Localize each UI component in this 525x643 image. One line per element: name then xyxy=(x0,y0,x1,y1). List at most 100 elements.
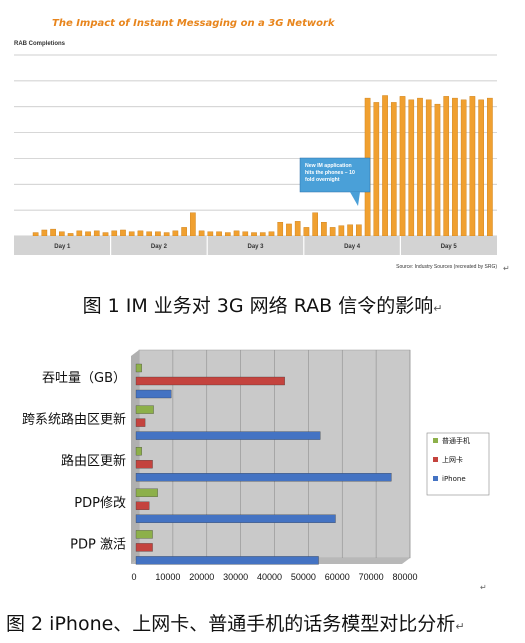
return-mark: ↵ xyxy=(503,264,510,273)
rab-chart-title: The Impact of Instant Messaging on a 3G … xyxy=(52,18,336,29)
rab-bar xyxy=(172,230,179,237)
x-tick-label: 60000 xyxy=(325,572,350,582)
rab-bar xyxy=(233,230,240,237)
rab-ylabel: RAB Completions xyxy=(14,41,66,47)
category-label: PDP修改 xyxy=(74,496,126,511)
rab-bar xyxy=(478,99,484,237)
bar-普通手机 xyxy=(135,405,154,414)
day-label: Day 4 xyxy=(344,244,361,250)
rab-bar xyxy=(294,221,301,237)
x-tick-label: 10000 xyxy=(155,572,180,582)
rab-bar xyxy=(76,230,83,237)
figure1-caption-text: 图 1 IM 业务对 3G 网络 RAB 信令的影响 xyxy=(82,295,434,317)
figure2-caption: 图 2 iPhone、上网卡、普通手机的话务模型对比分析↵ xyxy=(6,609,525,636)
rab-bar xyxy=(452,97,458,237)
rab-bar xyxy=(460,99,467,237)
x-tick-label: 40000 xyxy=(257,572,282,582)
rab-bar xyxy=(259,232,266,237)
rab-bar xyxy=(408,99,415,237)
rab-bar xyxy=(399,96,406,237)
rab-source: Source: Industry Sources (recreated by S… xyxy=(396,264,497,270)
bar-iPhone xyxy=(135,473,392,482)
rab-bar xyxy=(277,222,284,237)
category-label: 跨系统路由区更新 xyxy=(22,412,126,428)
x-tick-label: 80000 xyxy=(392,572,417,582)
rab-bar xyxy=(382,95,388,237)
bar-iPhone xyxy=(135,389,172,399)
rab-bar xyxy=(303,227,310,237)
legend-box xyxy=(426,432,490,496)
bar-普通手机 xyxy=(135,530,153,539)
rab-bar xyxy=(356,224,362,237)
rab-bar xyxy=(32,232,39,237)
legend-label: 上网卡 xyxy=(442,455,463,464)
rab-bar xyxy=(41,229,48,237)
rab-bar xyxy=(102,232,109,237)
bar-上网卡 xyxy=(135,460,153,469)
rab-bar xyxy=(251,232,257,237)
day-label: Day 2 xyxy=(151,244,168,250)
bar-普通手机 xyxy=(135,447,142,456)
x-tick-label: 0 xyxy=(131,572,136,582)
day-label: Day 1 xyxy=(54,244,71,250)
x-tick-label: 20000 xyxy=(189,572,214,582)
rab-bar xyxy=(163,232,170,237)
rab-bar xyxy=(111,230,118,237)
return-mark: ↵ xyxy=(480,583,487,592)
day-axis-band xyxy=(14,236,497,255)
rab-bar xyxy=(207,231,214,237)
rab-bar xyxy=(434,103,441,237)
rab-bar xyxy=(312,212,318,237)
rab-bar xyxy=(198,230,205,237)
im-annotation: New IM application hits the phones – 10 fo… xyxy=(299,157,371,206)
category-label: 吞吐量（GB） xyxy=(42,371,126,386)
rab-bar xyxy=(443,96,450,237)
rab-bar xyxy=(487,97,493,237)
legend-label: iPhone xyxy=(442,475,466,483)
figure2-caption-text: 图 2 iPhone、上网卡、普通手机的话务模型对比分析 xyxy=(6,613,456,635)
bar-iPhone xyxy=(135,556,319,565)
return-mark: ↵ xyxy=(433,302,443,315)
figure1-caption: 图 1 IM 业务对 3G 网络 RAB 信令的影响↵ xyxy=(0,291,525,318)
x-tick-label: 70000 xyxy=(359,572,384,582)
rab-bar xyxy=(224,232,231,237)
x-tick-label: 30000 xyxy=(223,572,248,582)
x-tick-label: 50000 xyxy=(291,572,316,582)
annotation-text: New IM application hits the phones – 10 fo… xyxy=(305,163,355,183)
day-label: Day 5 xyxy=(441,244,458,250)
plot-side-wall xyxy=(131,350,139,564)
legend-swatch xyxy=(433,457,438,462)
rab-bar xyxy=(120,229,126,237)
rab-bar xyxy=(85,231,91,237)
rab-bar xyxy=(128,231,135,237)
rab-bar xyxy=(268,231,275,237)
rab-bar xyxy=(425,99,432,237)
return-mark: ↵ xyxy=(455,620,465,633)
rab-bar xyxy=(373,102,380,237)
rab-bar xyxy=(347,224,353,237)
rab-bar xyxy=(155,231,161,237)
rab-bar xyxy=(216,231,222,237)
rab-bar xyxy=(390,102,397,237)
bar-iPhone xyxy=(135,514,336,523)
rab-bar xyxy=(242,231,249,237)
bar-上网卡 xyxy=(135,543,153,552)
rab-bar xyxy=(146,231,153,237)
day-label: Day 3 xyxy=(247,244,264,250)
legend-swatch xyxy=(433,438,438,443)
bar-上网卡 xyxy=(135,501,150,510)
category-label: PDP 激活 xyxy=(70,537,126,552)
rab-bar xyxy=(50,228,56,237)
bar-上网卡 xyxy=(135,376,285,386)
rab-bar xyxy=(329,227,336,237)
bar-普通手机 xyxy=(135,363,142,373)
rab-chart: The Impact of Instant Messaging on a 3G … xyxy=(14,18,510,273)
rab-bar xyxy=(59,231,65,237)
rab-bar xyxy=(338,225,345,237)
rab-bar xyxy=(67,233,74,237)
legend-label: 普通手机 xyxy=(442,436,470,445)
rab-bar xyxy=(321,222,327,237)
bar-上网卡 xyxy=(135,418,146,427)
rab-bar xyxy=(93,230,100,237)
